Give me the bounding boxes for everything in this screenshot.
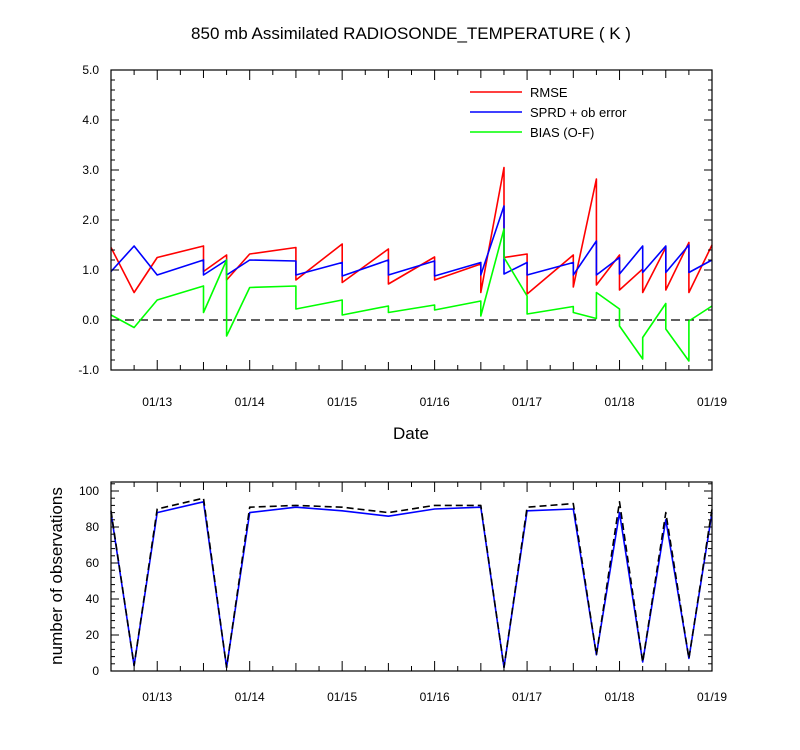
observations-x-tick-label: 01/13 xyxy=(142,690,172,704)
observations-x-tick-label: 01/17 xyxy=(512,690,542,704)
stats-plot-frame xyxy=(110,69,713,371)
observations-series-observations-used xyxy=(110,500,713,669)
observations-series-observations-possible xyxy=(110,497,713,669)
observations-y-tick-label: 100 xyxy=(79,484,99,498)
observations-y-tick-label: 40 xyxy=(86,592,100,606)
observations-x-tick-label: 01/18 xyxy=(605,690,635,704)
observations-y-tick-label: 0 xyxy=(92,664,99,678)
stats-y-tick-label: 4.0 xyxy=(82,113,99,127)
legend: RMSE SPRD + ob error BIAS (O-F) xyxy=(470,85,627,140)
stats-series-sprd-ob-error xyxy=(110,205,713,277)
stats-tick-group: -1.0 0.0 1.0 2.0 3.0 4.0 5.0 01/13 01/14 01/15 01/… xyxy=(78,63,727,409)
observations-y-tick-label: 60 xyxy=(86,556,100,570)
observations-x-tick-label: 01/16 xyxy=(420,690,450,704)
observations-x-tick-label: 01/14 xyxy=(235,690,265,704)
stats-series-bias-o-f xyxy=(110,228,713,362)
stats-x-tick-label: 01/15 xyxy=(327,395,357,409)
stats-y-tick-label: 2.0 xyxy=(82,213,99,227)
observations-chart: 0 20 40 60 80 100 01/13 01/14 01/15 01/16 01/17 01/… xyxy=(47,481,727,704)
stats-x-tick-label: 01/14 xyxy=(235,395,265,409)
legend-label-sprd: SPRD + ob error xyxy=(530,105,627,120)
stats-x-tick-label: 01/18 xyxy=(605,395,635,409)
stats-chart: 850 mb Assimilated RADIOSONDE_TEMPERATUR… xyxy=(78,24,727,443)
stats-x-tick-label: 01/19 xyxy=(697,395,727,409)
stats-y-tick-label: 5.0 xyxy=(82,63,99,77)
observations-x-tick-label: 01/19 xyxy=(697,690,727,704)
observations-plot-frame xyxy=(110,481,713,672)
observations-x-tick-label: 01/15 xyxy=(327,690,357,704)
stats-series-rmse xyxy=(110,166,713,295)
observations-series-group xyxy=(110,497,713,669)
stats-x-tick-label: 01/13 xyxy=(142,395,172,409)
observations-tick-group: 0 20 40 60 80 100 01/13 01/14 01/15 01/16 01/17 01/… xyxy=(79,482,727,704)
stats-series-group xyxy=(110,166,713,362)
chart-title: 850 mb Assimilated RADIOSONDE_TEMPERATUR… xyxy=(191,24,631,43)
observations-y-tick-label: 80 xyxy=(86,520,100,534)
y-axis-title: number of observations xyxy=(47,487,66,665)
stats-y-tick-label: 3.0 xyxy=(82,163,99,177)
legend-label-rmse: RMSE xyxy=(530,85,568,100)
stats-y-tick-label: -1.0 xyxy=(78,363,99,377)
stats-y-tick-label: 0.0 xyxy=(82,313,99,327)
observations-y-tick-label: 20 xyxy=(86,628,100,642)
stats-x-tick-label: 01/16 xyxy=(420,395,450,409)
stats-y-tick-label: 1.0 xyxy=(82,263,99,277)
x-axis-title: Date xyxy=(393,424,429,443)
legend-label-bias: BIAS (O-F) xyxy=(530,125,594,140)
stats-x-tick-label: 01/17 xyxy=(512,395,542,409)
